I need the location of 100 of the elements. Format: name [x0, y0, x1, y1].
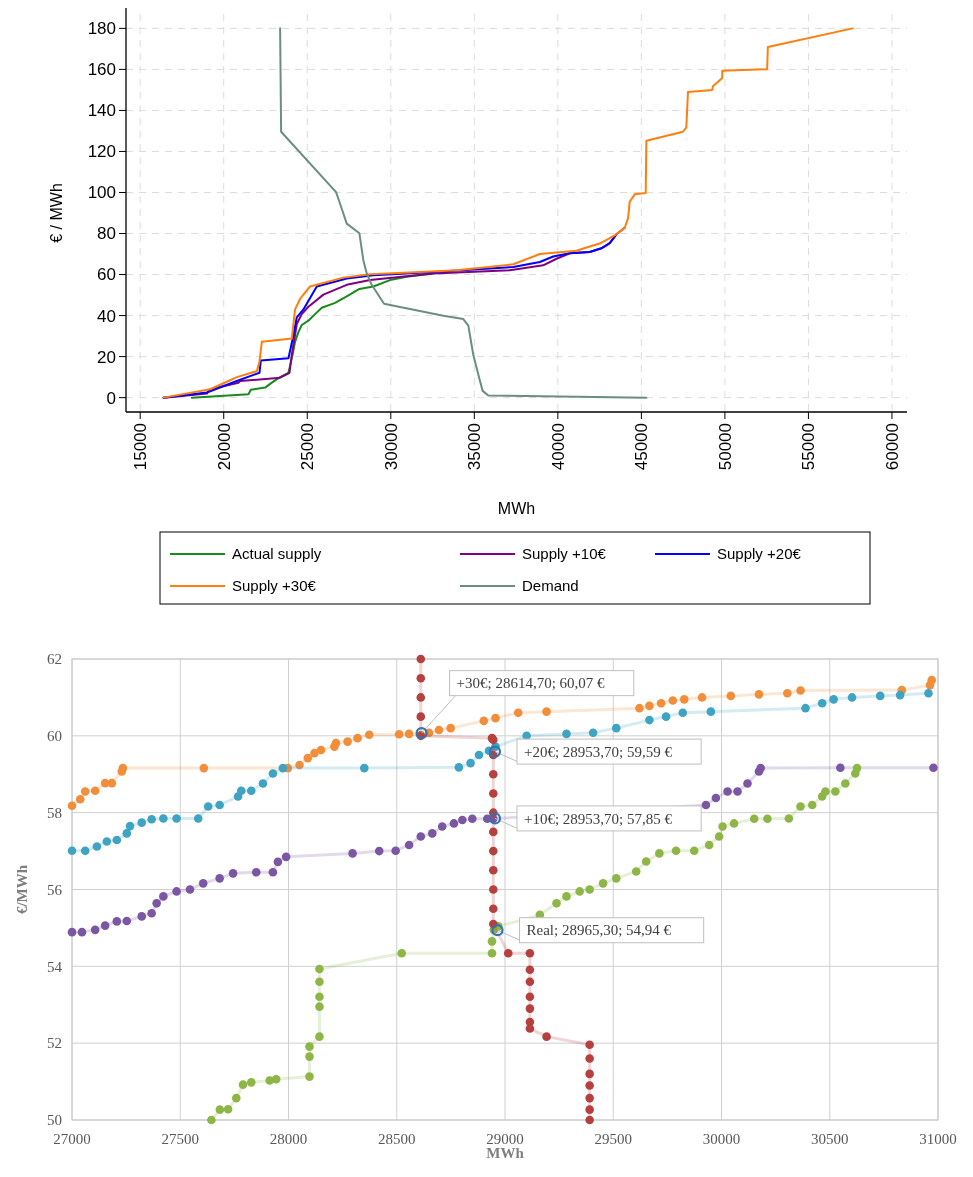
- x-tick-label: 30000: [702, 1131, 741, 1147]
- point: [122, 829, 132, 838]
- point: [416, 693, 426, 702]
- y-tick-label: 54: [47, 958, 63, 975]
- point: [92, 842, 102, 851]
- point: [831, 787, 840, 796]
- point: [847, 693, 857, 702]
- point: [416, 712, 426, 721]
- point: [513, 708, 523, 718]
- legend-label: Actual supply: [232, 545, 322, 563]
- x-tick-label: 29500: [594, 1131, 632, 1147]
- point: [542, 1032, 551, 1041]
- point: [391, 846, 400, 855]
- point: [763, 814, 772, 824]
- x-axis-title: MWh: [497, 500, 536, 517]
- point: [895, 690, 905, 700]
- point: [796, 686, 805, 695]
- point: [67, 801, 77, 811]
- point: [251, 867, 261, 877]
- point: [489, 789, 498, 798]
- point: [489, 769, 498, 779]
- point: [80, 846, 90, 855]
- point: [503, 948, 513, 958]
- point: [466, 758, 475, 768]
- point: [159, 892, 168, 901]
- point: [90, 925, 100, 935]
- point: [491, 713, 500, 723]
- point: [305, 1072, 314, 1081]
- y-tick-label: 80: [97, 224, 116, 244]
- point: [215, 800, 224, 810]
- point: [611, 723, 621, 733]
- point: [199, 763, 209, 773]
- point: [278, 763, 288, 773]
- point: [489, 865, 498, 875]
- y-tick-label: 0: [106, 388, 116, 408]
- point: [404, 729, 414, 739]
- point: [645, 701, 654, 711]
- x-tick-label: 30500: [811, 1131, 849, 1147]
- point: [697, 693, 707, 702]
- point: [525, 992, 535, 1001]
- point: [817, 698, 827, 708]
- point: [315, 992, 324, 1001]
- point: [416, 832, 426, 841]
- point: [525, 977, 535, 986]
- point: [474, 750, 484, 760]
- point: [487, 948, 497, 958]
- point: [273, 857, 283, 867]
- point: [331, 738, 341, 748]
- y-tick-label: 52: [47, 1035, 62, 1052]
- point: [102, 837, 112, 846]
- point: [479, 716, 489, 726]
- y-tick-label: 56: [47, 881, 63, 898]
- point: [238, 1080, 248, 1089]
- point: [343, 737, 352, 746]
- x-tick-label: 35000: [465, 423, 485, 471]
- point: [77, 927, 87, 937]
- point: [836, 763, 845, 773]
- point: [821, 787, 830, 796]
- y-tick-label: 100: [87, 183, 116, 203]
- point: [281, 852, 291, 862]
- point: [929, 763, 938, 773]
- y-tick-label: 40: [97, 306, 116, 326]
- point: [112, 835, 122, 845]
- point: [525, 948, 535, 958]
- point: [841, 779, 850, 788]
- point: [927, 675, 937, 685]
- point: [552, 899, 561, 908]
- point: [303, 753, 313, 763]
- point: [75, 794, 85, 804]
- point: [704, 840, 714, 850]
- x-tick-label: 27000: [53, 1131, 91, 1147]
- point: [668, 696, 678, 705]
- point: [783, 688, 792, 698]
- point: [203, 802, 213, 811]
- point: [315, 964, 324, 974]
- point: [525, 1024, 535, 1033]
- x-tick-label: 45000: [632, 423, 652, 471]
- point: [729, 819, 739, 828]
- point: [122, 916, 132, 926]
- point: [246, 786, 256, 796]
- point: [711, 793, 721, 803]
- point: [489, 846, 498, 856]
- point: [924, 688, 933, 698]
- point: [661, 712, 671, 721]
- x-tick-label: 27500: [161, 1131, 199, 1147]
- point: [585, 1093, 594, 1103]
- point: [446, 723, 455, 733]
- point: [125, 821, 135, 831]
- point: [228, 869, 238, 878]
- point: [718, 822, 727, 831]
- point: [714, 832, 724, 841]
- point: [585, 1054, 594, 1063]
- x-tick-label: 31000: [919, 1131, 957, 1147]
- point: [316, 745, 326, 755]
- x-tick-label: 55000: [799, 423, 819, 471]
- point: [159, 814, 168, 823]
- point: [525, 1004, 535, 1013]
- point: [706, 707, 716, 716]
- point: [207, 1115, 216, 1125]
- legend-label: Supply +10€: [522, 545, 607, 563]
